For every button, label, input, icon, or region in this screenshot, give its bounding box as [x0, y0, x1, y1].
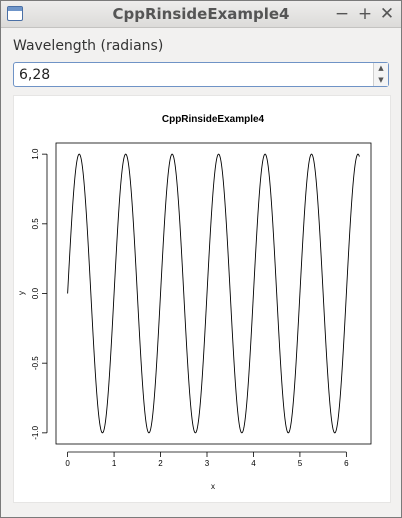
plot-box — [55, 142, 372, 445]
y-axis-label: y — [17, 291, 26, 295]
sine-plot: CppRinsideExample4 0 1 2 3 4 5 6 -1.0 -0.5 0.0 0.… — [17, 114, 372, 491]
plot-area: CppRinsideExample4 0 1 2 3 4 5 6 -1.0 -0.5 0.0 0.… — [13, 95, 391, 503]
x-tick-label: 5 — [298, 459, 303, 468]
x-axis-label: x — [211, 482, 215, 491]
x-tick-label: 3 — [205, 459, 210, 468]
x-tick-label: 0 — [65, 459, 70, 468]
x-axis: 0 1 2 3 4 5 6 — [65, 451, 349, 468]
wavelength-label: Wavelength (radians) — [13, 38, 164, 54]
y-tick-label: 0.0 — [31, 287, 40, 299]
y-tick-label: -1.0 — [31, 425, 40, 439]
spin-up-icon[interactable]: ▲ — [378, 64, 384, 72]
x-tick-label: 4 — [251, 459, 256, 468]
chart-title: CppRinsideExample4 — [162, 114, 265, 125]
close-button[interactable]: ✕ — [379, 4, 395, 24]
window-icon — [7, 6, 23, 21]
series-line — [67, 153, 360, 434]
y-tick-label: 0.5 — [31, 218, 40, 230]
x-tick-label: 2 — [158, 459, 163, 468]
spin-down-icon[interactable]: ▼ — [378, 76, 384, 84]
minimize-button[interactable]: − — [334, 4, 350, 24]
title-bar[interactable]: CppRinsideExample4 − + ✕ — [1, 1, 401, 28]
maximize-button[interactable]: + — [357, 4, 373, 24]
spin-buttons: ▲ ▼ — [373, 63, 388, 86]
x-tick-label: 1 — [112, 459, 117, 468]
y-axis: -1.0 -0.5 0.0 0.5 1.0 — [31, 148, 48, 440]
wavelength-input[interactable] — [14, 63, 372, 86]
window-title: CppRinsideExample4 — [112, 5, 290, 23]
x-tick-label: 6 — [344, 459, 349, 468]
y-tick-label: -0.5 — [31, 356, 40, 370]
y-tick-label: 1.0 — [31, 148, 40, 160]
wavelength-spinbox[interactable]: ▲ ▼ — [13, 62, 389, 87]
